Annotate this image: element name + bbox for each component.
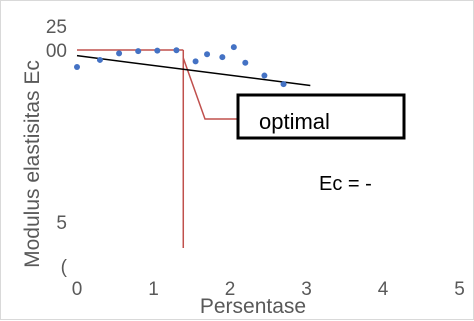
data-point [74,64,80,71]
optimal-callout-text: optimal [259,109,330,134]
data-point [96,56,103,63]
data-point [135,48,142,55]
x-axis-title: Persentase [200,295,306,318]
x-tick-label: 4 [378,279,389,300]
x-tick-label: 0 [72,279,83,300]
optimal-callout-box [236,93,406,140]
equation-label: Ec = - [319,173,372,195]
callout-leader-line [182,57,238,120]
data-point [219,54,226,61]
data-point [242,59,249,66]
data-point [116,50,123,57]
data-point [192,58,199,65]
x-axis-ticks: 0 1 2 3 4 5 [72,279,465,300]
y-axis-ticks: 25 00 5 ( [46,17,68,278]
optimal-guide-lines [77,49,238,248]
x-tick-label: 5 [454,279,465,300]
x-tick-label: 1 [148,279,159,300]
y-tick-label: ( [61,257,68,278]
data-point [261,72,268,79]
data-point [230,44,237,51]
y-axis-title: Modulus elastisitas Ec [21,60,44,268]
x-tick-label: 3 [301,279,312,300]
trendline-group [76,54,311,87]
y-tick-label: 00 [46,41,67,62]
data-point [280,81,287,88]
y-tick-label: 5 [56,213,67,234]
data-point [173,47,180,54]
data-point [154,47,161,54]
y-tick-label: 25 [46,17,67,38]
trendline [76,54,311,87]
x-tick-label: 2 [225,279,236,300]
data-point [204,51,211,58]
